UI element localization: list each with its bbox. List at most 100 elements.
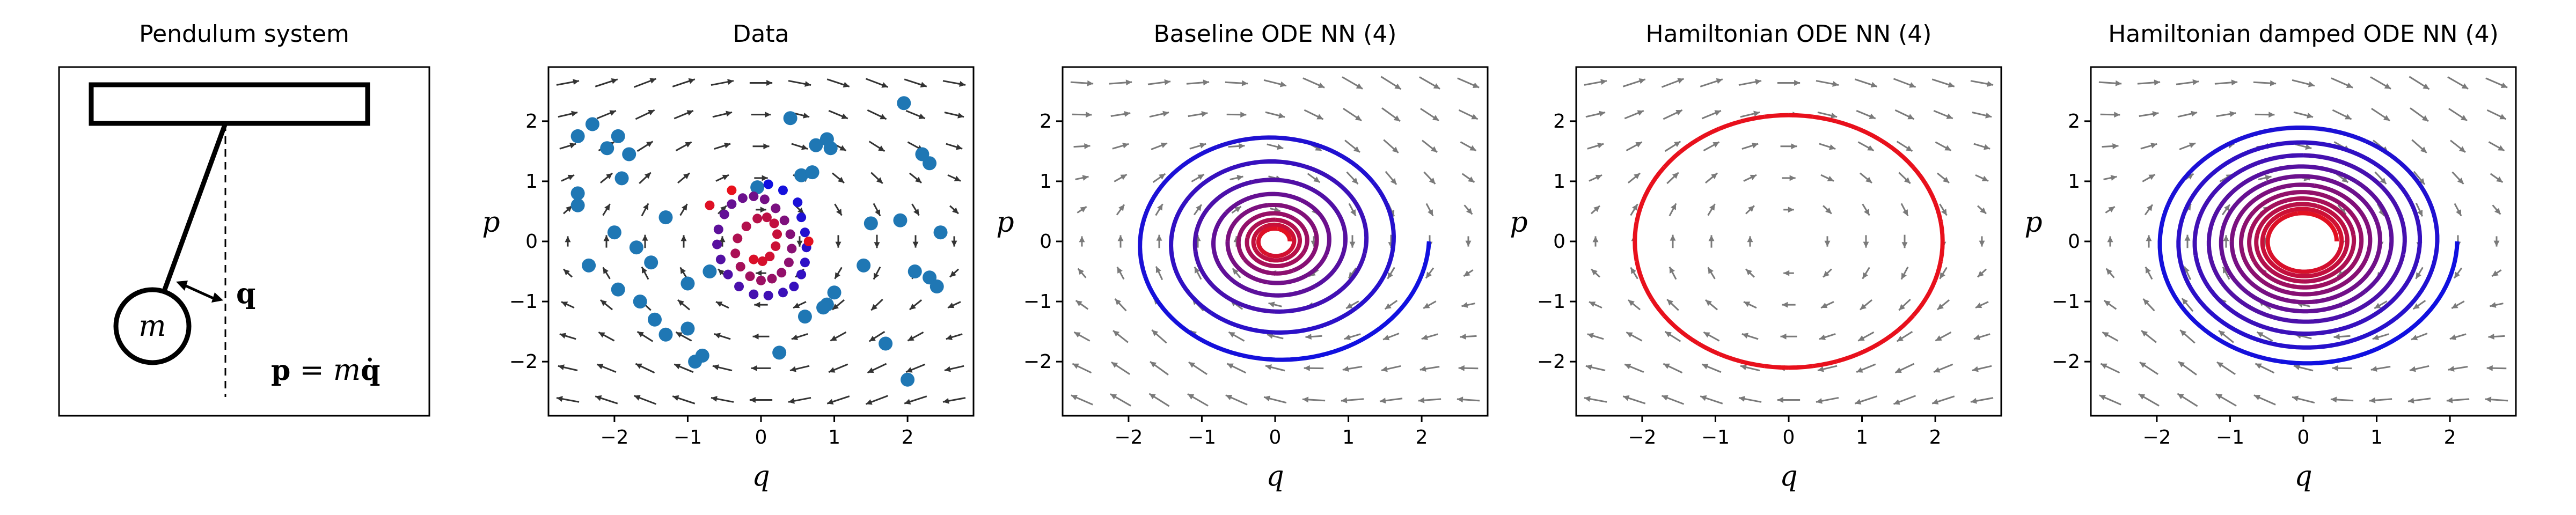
vector-arrow	[1931, 395, 1955, 405]
vector-arrow	[1188, 111, 1208, 117]
scatter-point	[582, 258, 596, 273]
vector-arrow	[756, 207, 766, 213]
scatter-point	[796, 269, 807, 279]
vector-arrow	[1740, 111, 1760, 118]
vector-arrow	[2100, 112, 2120, 118]
vector-arrow	[791, 143, 808, 150]
vector-arrow	[1857, 141, 1875, 152]
vector-arrow	[1859, 299, 1873, 311]
scatter-point	[702, 264, 717, 279]
vector-arrow	[1381, 365, 1401, 372]
trajectory-segment	[2303, 153, 2407, 255]
trajectory-segment	[1243, 258, 1294, 276]
trajectory-segment	[1251, 178, 1341, 216]
vector-arrow	[636, 330, 654, 342]
vector-arrow	[2179, 142, 2196, 150]
vector-arrow	[905, 363, 926, 373]
vector-arrow	[1147, 79, 1171, 85]
vector-arrow	[1458, 109, 1479, 120]
vector-arrow	[1152, 173, 1166, 183]
vector-arrow	[1110, 393, 1131, 407]
vector-arrow	[1587, 143, 1604, 150]
vector-arrow	[1077, 268, 1087, 278]
vector-arrow	[1592, 236, 1599, 247]
trajectory-segment	[1835, 351, 1860, 364]
trajectory-segment	[1812, 359, 1837, 369]
scatter-point	[769, 218, 779, 229]
vector-arrow	[1747, 236, 1753, 247]
vector-arrow	[2411, 333, 2428, 341]
vector-arrow	[675, 141, 692, 152]
pendulum-mass	[113, 287, 192, 365]
vector-arrow	[636, 141, 654, 152]
vector-arrow	[1186, 79, 1210, 86]
trajectory-segment	[1924, 183, 1937, 203]
pendulum-support	[89, 82, 370, 126]
trajectory-segment	[1878, 329, 1899, 345]
trajectory-segment	[1678, 329, 1700, 345]
trajectory-segment	[1911, 297, 1928, 317]
y-tick-label: −2	[1023, 351, 1052, 373]
trajectory-segment	[1650, 166, 1666, 186]
vector-arrow	[2184, 234, 2191, 248]
vector-arrow	[1933, 363, 1953, 373]
y-tick-label: −2	[1537, 351, 1565, 373]
plot-area	[556, 78, 966, 405]
scatter-point	[749, 289, 759, 299]
vector-arrow	[2103, 299, 2117, 310]
trajectory-segment	[1740, 359, 1765, 369]
chart-title: Data	[733, 20, 789, 48]
vector-arrow	[946, 143, 963, 150]
vector-arrow	[2215, 393, 2237, 407]
vector-arrow	[1348, 267, 1357, 279]
vector-arrow	[2145, 266, 2153, 280]
vector-arrow	[831, 299, 845, 311]
x-tick-label: 0	[755, 426, 767, 448]
vector-arrow	[633, 78, 657, 88]
trajectory-segment	[2239, 210, 2275, 290]
vector-arrow	[752, 333, 770, 340]
vector-arrow	[2100, 363, 2120, 374]
vector-arrow	[1585, 364, 1606, 371]
scatter-point	[772, 345, 787, 360]
vector-arrow	[1666, 172, 1679, 185]
vector-arrow	[867, 109, 887, 120]
vector-arrow	[1819, 143, 1836, 150]
vector-arrow	[2369, 397, 2392, 403]
vector-arrow	[2178, 360, 2197, 376]
vector-arrow	[831, 172, 845, 184]
trajectory-segment	[1718, 119, 1742, 131]
vector-arrow	[1627, 172, 1641, 184]
vector-arrow	[2486, 365, 2507, 371]
scatter-point	[784, 258, 794, 268]
scatter-point	[779, 215, 789, 225]
vector-arrow	[2255, 363, 2275, 374]
vector-arrow	[1664, 330, 1681, 342]
trajectory-segment	[1896, 314, 1915, 333]
vector-arrow	[1970, 397, 1994, 404]
vector-arrow	[1856, 109, 1876, 120]
scatter-point	[614, 171, 629, 186]
vector-arrow	[1624, 363, 1644, 373]
vector-arrow	[1708, 235, 1715, 248]
trajectory-segment	[1228, 276, 1316, 298]
trajectory-segment	[1788, 113, 1813, 119]
vector-arrow	[559, 143, 576, 150]
trajectory-segment	[1192, 180, 1253, 252]
vector-arrow	[1584, 396, 1607, 403]
vector-arrow	[1075, 299, 1089, 310]
vector-arrow	[793, 301, 807, 309]
vector-arrow	[1896, 330, 1913, 342]
vector-arrow	[1344, 139, 1360, 153]
vector-arrow	[2223, 235, 2229, 248]
vector-arrow	[1935, 332, 1952, 342]
scatter-point	[778, 288, 788, 298]
vector-arrow	[1114, 298, 1127, 312]
trajectory-segment	[1718, 351, 1742, 364]
hamiltonian-damped-ode-panel: Hamiltonian damped ODE NN (4) −2 −1 0 1 2 −2 −…	[2024, 20, 2517, 492]
trajectory-segment	[1256, 236, 1269, 256]
vector-arrow	[1630, 267, 1638, 279]
vector-arrow	[1782, 301, 1796, 308]
vector-arrow	[1267, 143, 1284, 150]
scatter-point	[680, 276, 695, 291]
